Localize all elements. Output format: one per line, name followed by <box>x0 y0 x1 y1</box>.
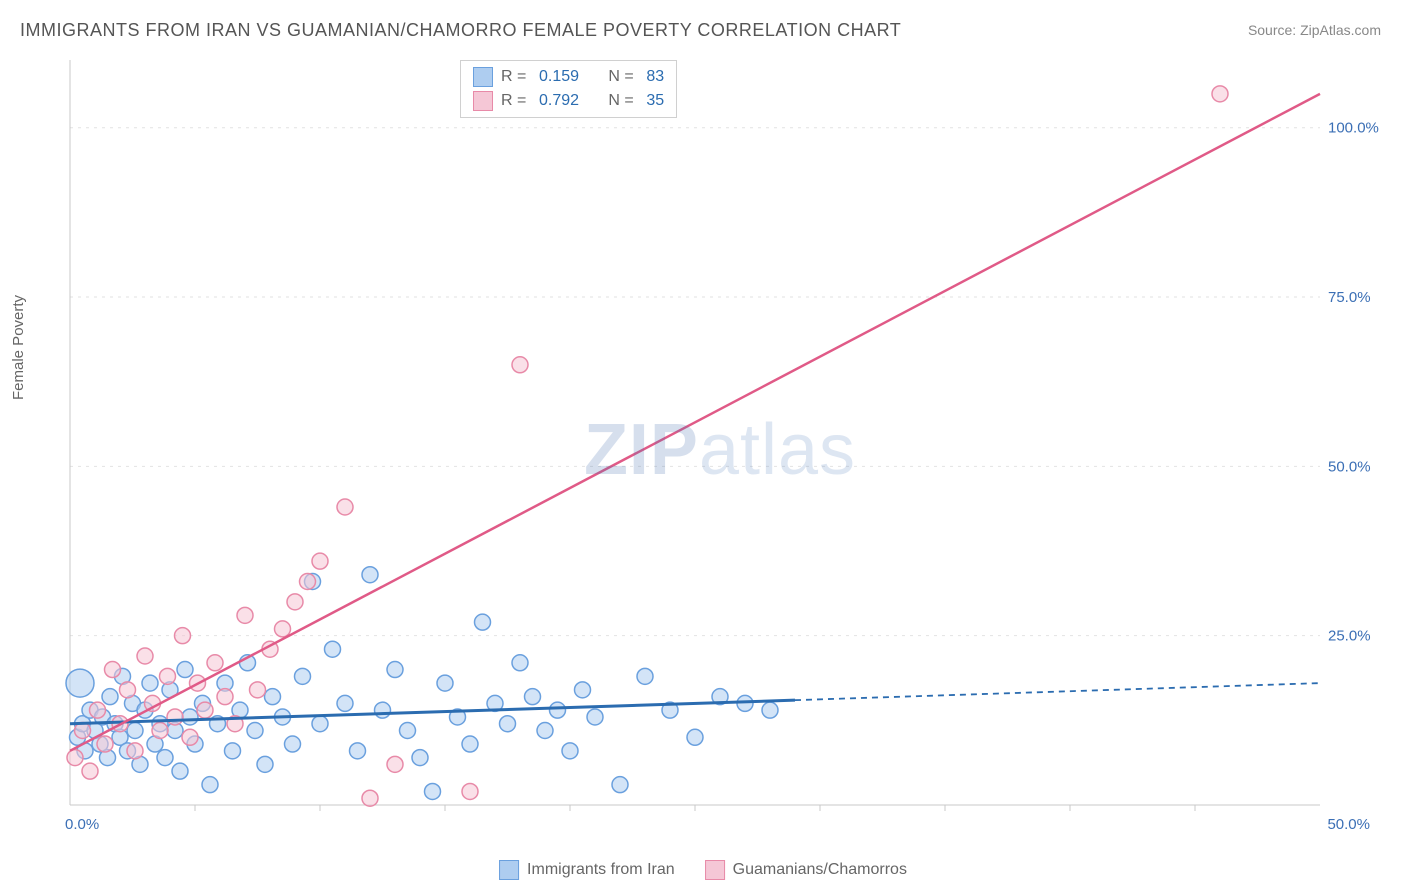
legend-swatch <box>705 860 725 880</box>
y-axis-label: Female Poverty <box>10 295 27 400</box>
legend-swatch <box>473 67 493 87</box>
svg-text:50.0%: 50.0% <box>1327 816 1370 833</box>
scatter-chart-svg: 25.0% 50.0% 75.0% 100.0% 0.0% 50.0% <box>60 55 1380 845</box>
source-attribution: Source: ZipAtlas.com <box>1248 22 1381 38</box>
legend-label: Immigrants from Iran <box>527 861 675 879</box>
legend-item: Guamanians/Chamorros <box>705 860 907 880</box>
chart-title: IMMIGRANTS FROM IRAN VS GUAMANIAN/CHAMOR… <box>20 20 901 41</box>
correlation-legend: R = 0.159 N = 83R = 0.792 N = 35 <box>460 60 677 118</box>
svg-text:50.0%: 50.0% <box>1328 458 1371 475</box>
legend-row: R = 0.792 N = 35 <box>473 89 664 113</box>
svg-text:25.0%: 25.0% <box>1328 628 1371 645</box>
svg-text:75.0%: 75.0% <box>1328 289 1371 306</box>
chart-area: 25.0%50.0%75.0%100.0%0.0%50.0% ZIPatlas <box>60 55 1380 845</box>
legend-swatch <box>499 860 519 880</box>
svg-text:0.0%: 0.0% <box>65 816 99 833</box>
legend-swatch <box>473 91 493 111</box>
svg-text:100.0%: 100.0% <box>1328 120 1379 137</box>
legend-row: R = 0.159 N = 83 <box>473 65 664 89</box>
legend-item: Immigrants from Iran <box>499 860 675 880</box>
legend-label: Guamanians/Chamorros <box>733 861 907 879</box>
series-legend: Immigrants from Iran Guamanians/Chamorros <box>499 860 907 880</box>
